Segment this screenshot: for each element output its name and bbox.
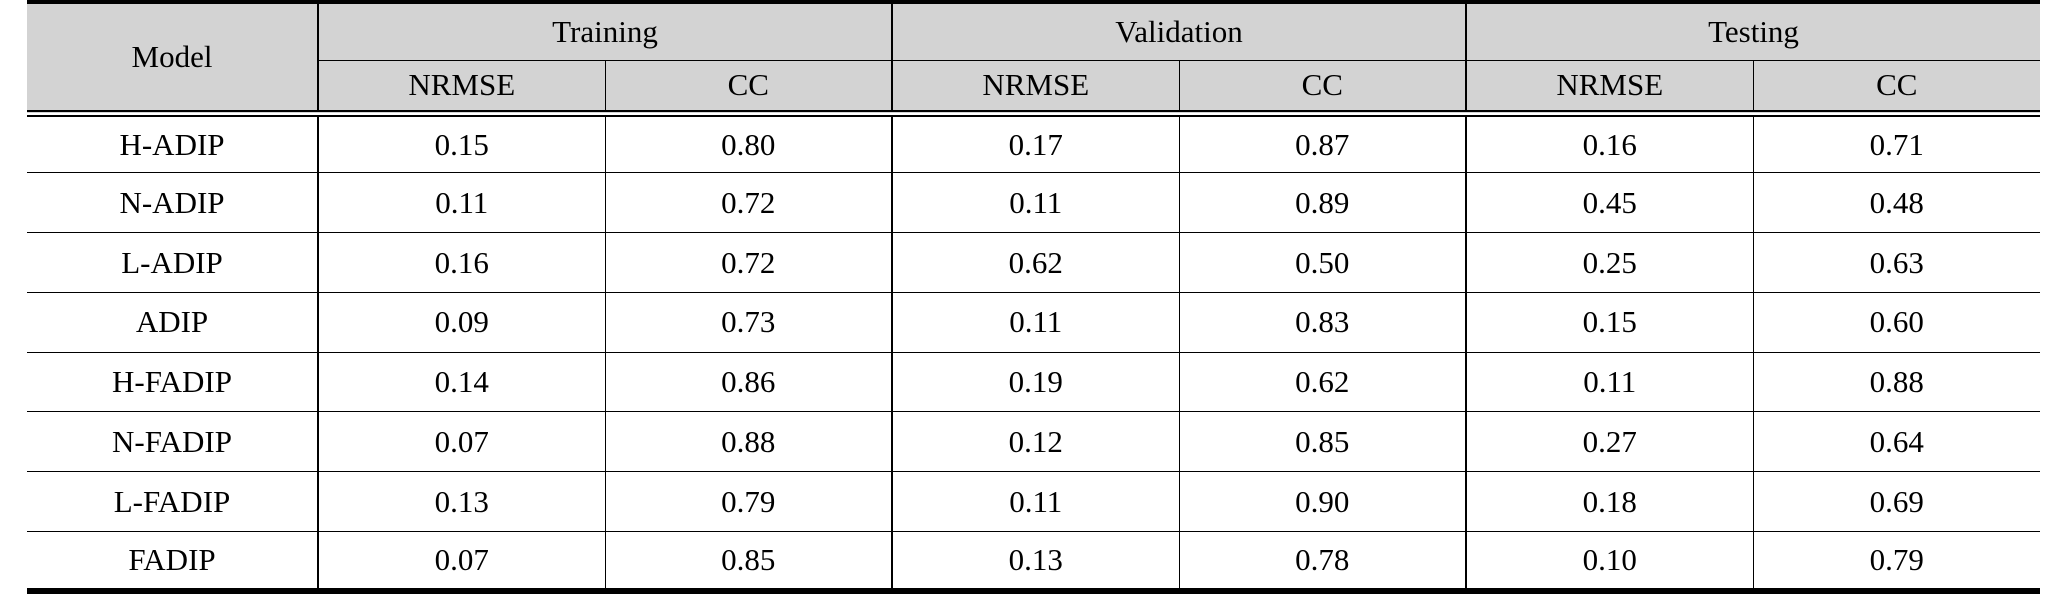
header-cell-training: Training bbox=[317, 2, 892, 61]
row-label: N-FADIP bbox=[27, 411, 318, 472]
data-cell: 0.87 bbox=[1178, 113, 1467, 174]
data-cell: 0.79 bbox=[604, 471, 892, 532]
header-cell-validation: Validation bbox=[890, 2, 1467, 61]
data-cell: 0.86 bbox=[604, 352, 892, 413]
subheader-training-nrmse: NRMSE bbox=[317, 60, 605, 117]
subheader-training-cc: CC bbox=[604, 60, 892, 117]
header-row-metrics: NRMSE CC NRMSE CC NRMSE CC bbox=[27, 60, 2041, 117]
data-cell: 0.15 bbox=[317, 113, 605, 174]
data-cell: 0.10 bbox=[1465, 531, 1754, 591]
data-cell: 0.16 bbox=[1465, 113, 1754, 174]
subheader-validation-nrmse: NRMSE bbox=[891, 60, 1179, 117]
data-cell: 0.45 bbox=[1465, 172, 1754, 233]
results-table: Model Training Validation Testing NRMSE … bbox=[27, 0, 2041, 594]
table-row: N-ADIP 0.11 0.72 0.11 0.89 0.45 0.48 bbox=[27, 172, 2041, 233]
data-cell: 0.13 bbox=[317, 471, 605, 532]
row-label: L-FADIP bbox=[27, 471, 318, 532]
data-cell: 0.73 bbox=[604, 292, 892, 353]
table-header: Model Training Validation Testing NRMSE … bbox=[27, 2, 2041, 117]
data-cell: 0.07 bbox=[317, 531, 605, 591]
data-cell: 0.19 bbox=[891, 352, 1179, 413]
header-cell-testing: Testing bbox=[1465, 2, 2041, 61]
table-row: FADIP 0.07 0.85 0.13 0.78 0.10 0.79 bbox=[27, 531, 2041, 591]
data-cell: 0.85 bbox=[1178, 411, 1467, 472]
subheader-validation-cc: CC bbox=[1178, 60, 1467, 117]
data-cell: 0.25 bbox=[1465, 232, 1754, 293]
data-cell: 0.50 bbox=[1178, 232, 1467, 293]
data-cell: 0.11 bbox=[317, 172, 605, 233]
header-cell-model: Model bbox=[27, 2, 318, 117]
data-cell: 0.14 bbox=[317, 352, 605, 413]
data-cell: 0.62 bbox=[1178, 352, 1467, 413]
data-cell: 0.11 bbox=[891, 172, 1179, 233]
data-cell: 0.07 bbox=[317, 411, 605, 472]
data-cell: 0.27 bbox=[1465, 411, 1754, 472]
data-cell: 0.80 bbox=[604, 113, 892, 174]
data-cell: 0.88 bbox=[604, 411, 892, 472]
data-cell: 0.90 bbox=[1178, 471, 1467, 532]
table-row: N-FADIP 0.07 0.88 0.12 0.85 0.27 0.64 bbox=[27, 411, 2041, 472]
row-label: FADIP bbox=[128, 542, 216, 578]
table-row: H-ADIP 0.15 0.80 0.17 0.87 0.16 0.71 bbox=[27, 113, 2041, 174]
data-cell: 0.79 bbox=[1752, 531, 2041, 591]
row-label: L-ADIP bbox=[27, 232, 318, 293]
data-cell: 0.83 bbox=[1178, 292, 1467, 353]
data-cell: 0.48 bbox=[1752, 172, 2041, 233]
data-cell: 0.72 bbox=[604, 172, 892, 233]
table-row: H-FADIP 0.14 0.86 0.19 0.62 0.11 0.88 bbox=[27, 352, 2041, 413]
data-cell: 0.18 bbox=[1465, 471, 1754, 532]
row-label: H-FADIP bbox=[27, 352, 318, 413]
data-cell: 0.13 bbox=[891, 531, 1179, 591]
data-cell: 0.60 bbox=[1752, 292, 2041, 353]
data-cell: 0.89 bbox=[1178, 172, 1467, 233]
data-cell: 0.15 bbox=[1465, 292, 1754, 353]
row-label: ADIP bbox=[27, 292, 318, 353]
data-cell: 0.11 bbox=[1465, 352, 1754, 413]
table-row: L-ADIP 0.16 0.72 0.62 0.50 0.25 0.63 bbox=[27, 232, 2041, 293]
data-cell: 0.11 bbox=[891, 292, 1179, 353]
table-body: H-ADIP 0.15 0.80 0.17 0.87 0.16 0.71 N-A… bbox=[27, 113, 2041, 591]
data-cell: 0.11 bbox=[891, 471, 1179, 532]
row-label: N-ADIP bbox=[27, 172, 318, 233]
subheader-testing-nrmse: NRMSE bbox=[1465, 60, 1754, 117]
row-label: H-ADIP bbox=[27, 113, 318, 174]
data-cell: 0.16 bbox=[317, 232, 605, 293]
data-cell: 0.17 bbox=[891, 113, 1179, 174]
data-cell: 0.62 bbox=[891, 232, 1179, 293]
header-row-sections: Model Training Validation Testing bbox=[27, 2, 2041, 117]
table-row: ADIP 0.09 0.73 0.11 0.83 0.15 0.60 bbox=[27, 292, 2041, 353]
data-cell: 0.71 bbox=[1752, 113, 2041, 174]
data-cell: 0.09 bbox=[317, 292, 605, 353]
data-cell: 0.12 bbox=[891, 411, 1179, 472]
data-cell: 0.78 bbox=[1178, 531, 1467, 591]
data-cell: 0.69 bbox=[1752, 471, 2041, 532]
data-cell: 0.85 bbox=[604, 531, 892, 591]
data-cell: 0.63 bbox=[1752, 232, 2041, 293]
table-row: L-FADIP 0.13 0.79 0.11 0.90 0.18 0.69 bbox=[27, 471, 2041, 532]
data-cell: 0.88 bbox=[1752, 352, 2041, 413]
data-cell: 0.64 bbox=[1752, 411, 2041, 472]
subheader-testing-cc: CC bbox=[1752, 60, 2041, 117]
data-cell: 0.72 bbox=[604, 232, 892, 293]
